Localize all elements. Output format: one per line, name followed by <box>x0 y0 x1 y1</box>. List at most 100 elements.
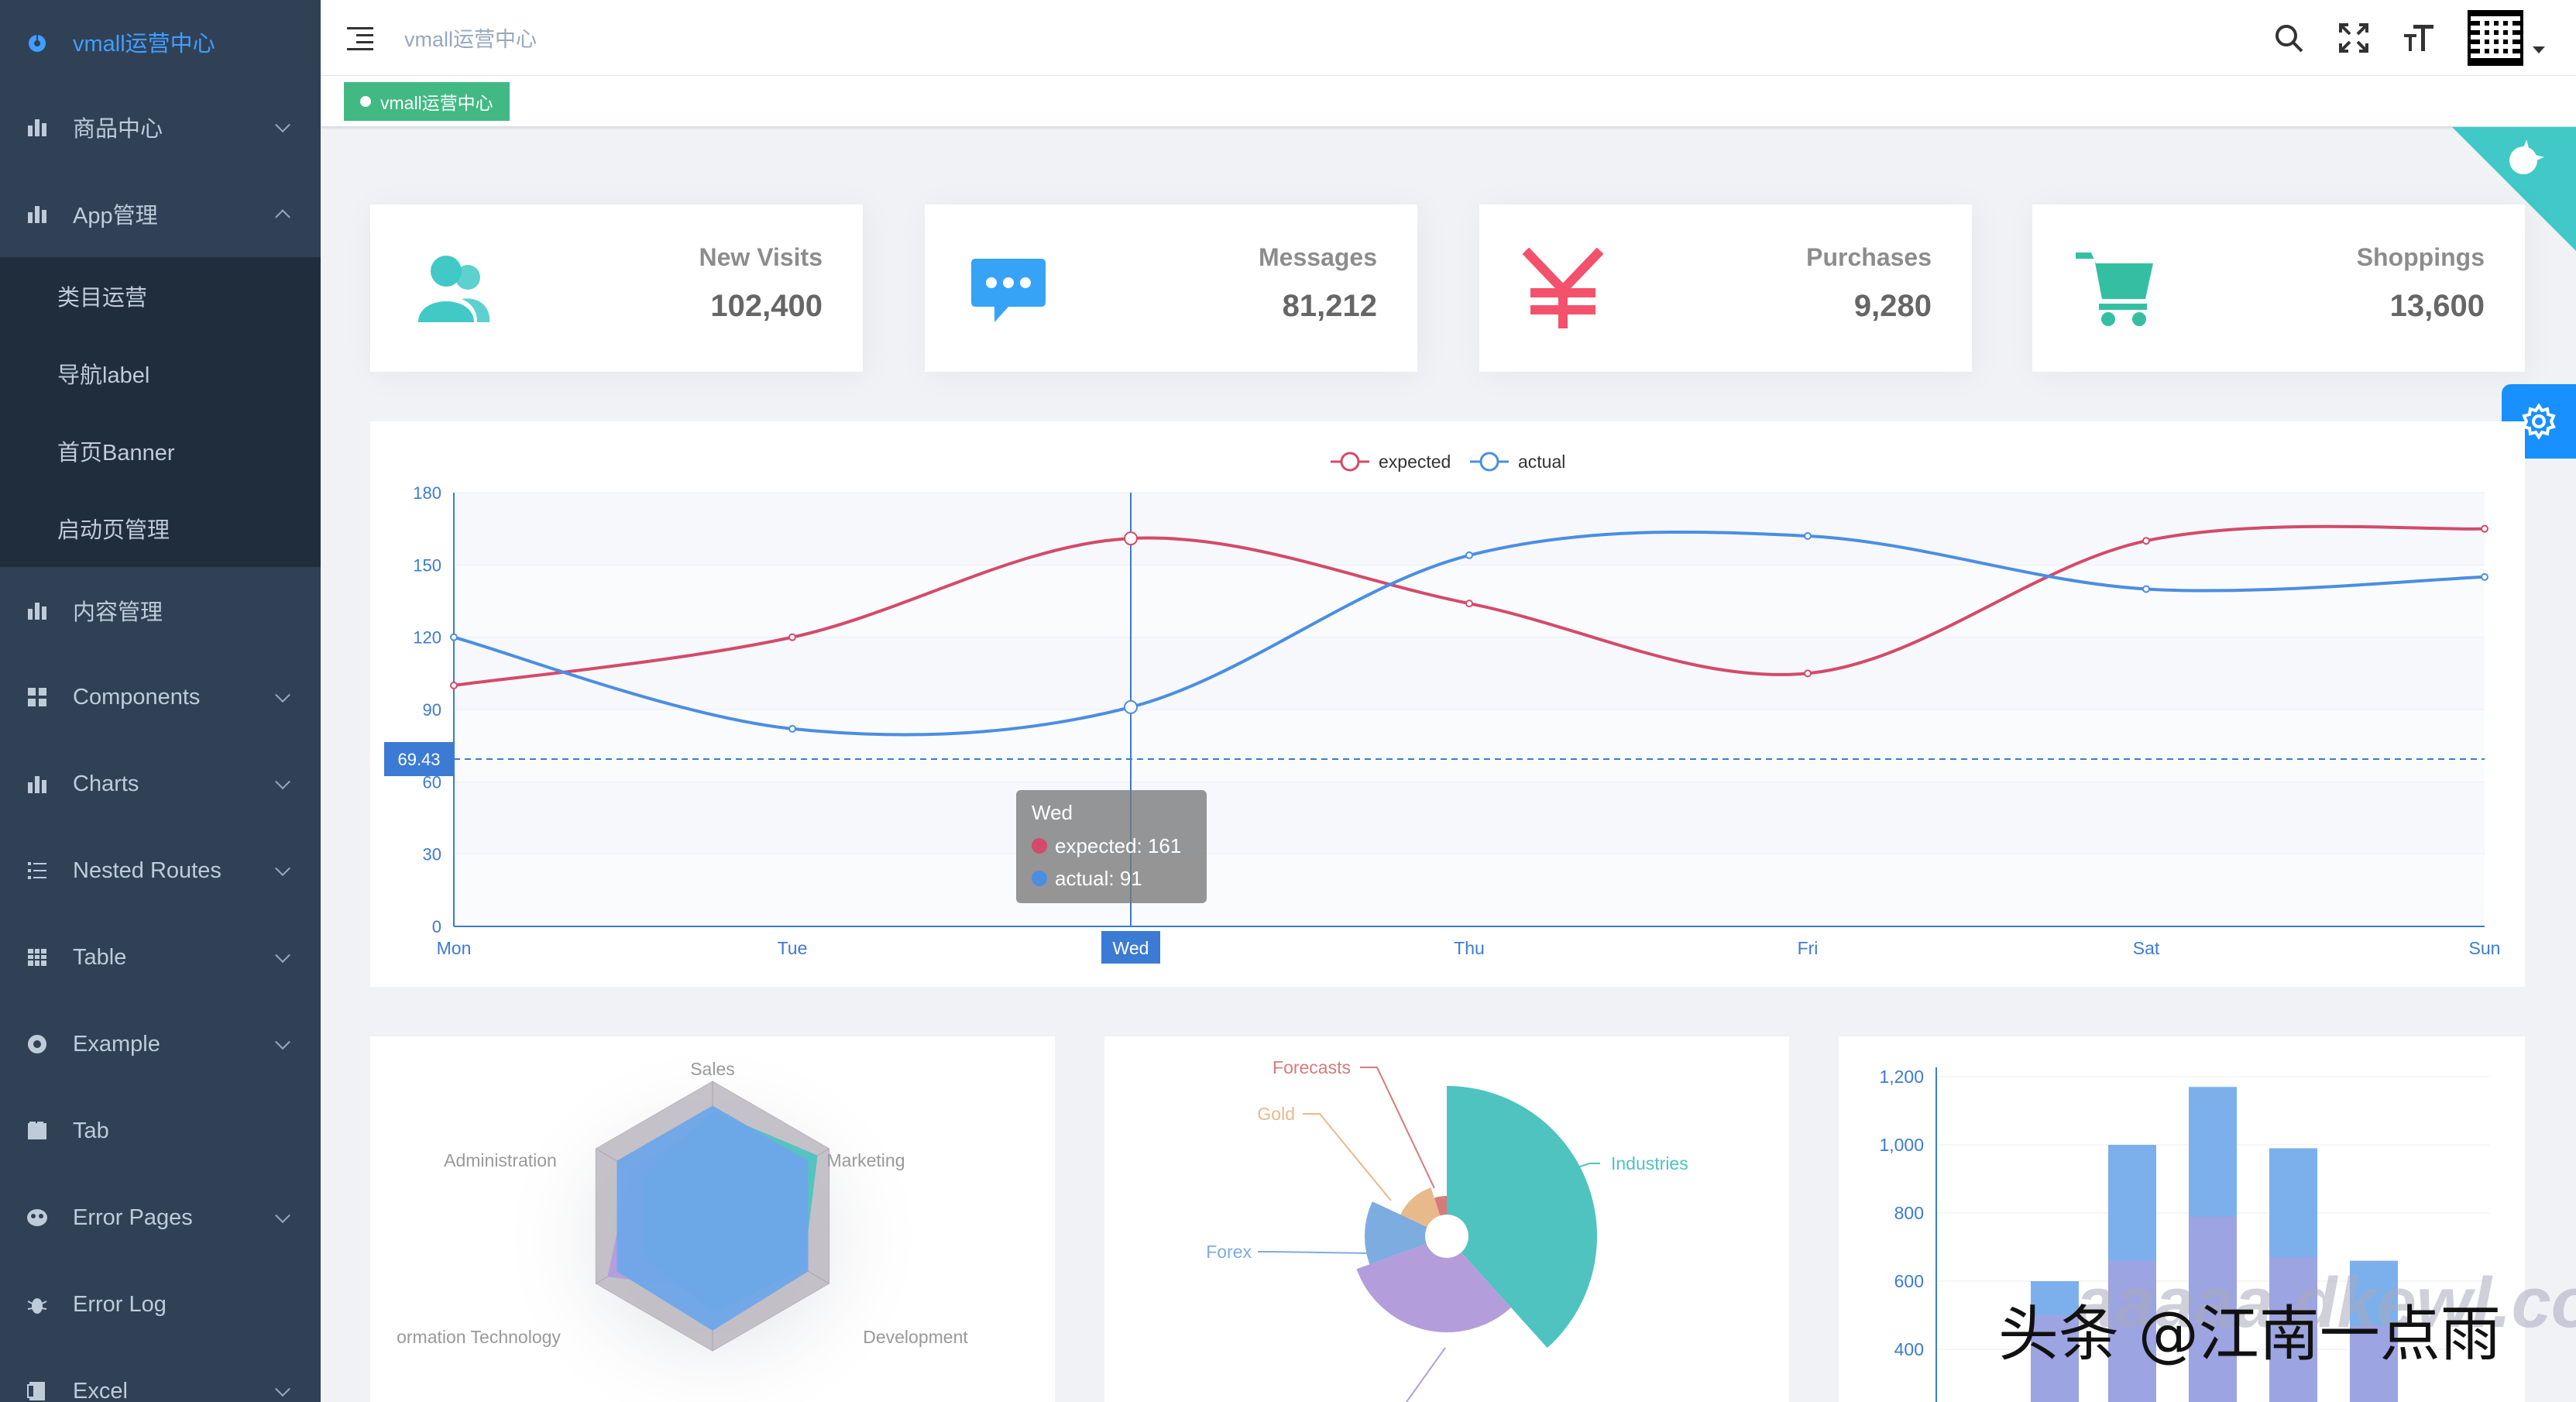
sidebar-item-9[interactable]: Error Pages <box>0 1174 321 1261</box>
radar-indicator-label: Sales <box>690 1059 735 1079</box>
tooltip-marker <box>1032 838 1047 854</box>
sidebar-item-1[interactable]: App管理 <box>0 170 321 257</box>
hamburger-icon[interactable] <box>347 26 373 50</box>
chevron-down-icon <box>275 947 290 964</box>
chevron-down-icon <box>275 1208 290 1224</box>
panel-new-visits[interactable]: New Visits 102,400 <box>370 204 863 372</box>
data-point <box>2142 585 2150 593</box>
bar-chart-icon <box>28 603 46 620</box>
submenu: 类目运营导航label 首页Banner 启动页管理 <box>0 257 321 567</box>
legend-item-actual: actual <box>1470 452 1565 472</box>
breadcrumb[interactable]: vmall运营中心 <box>404 28 538 51</box>
data-point <box>2481 524 2488 533</box>
sidebar-item-10[interactable]: Error Log <box>0 1261 321 1348</box>
sidebar-item-11[interactable]: Excel <box>0 1348 321 1402</box>
chevron-down-icon <box>275 1034 290 1050</box>
submenu-item[interactable]: 首页Banner <box>57 441 175 466</box>
sidebar-item-4[interactable]: Charts <box>0 741 321 827</box>
y-tick-label: 600 <box>1894 1271 1924 1291</box>
bug-icon <box>27 1298 47 1314</box>
font-size-icon[interactable] <box>2403 22 2435 54</box>
bar-chart-icon <box>28 776 46 793</box>
x-tick-label: Sun <box>2469 938 2501 958</box>
navbar: vmall运营中心 <box>321 0 2576 76</box>
sidebar-item-label: App管理 <box>73 204 158 229</box>
sidebar-item-label: Components <box>73 684 201 710</box>
bar-chart-card: 400 600 800 1,000 1,200 <box>1839 1036 2525 1402</box>
sidebar-item-5[interactable]: Nested Routes <box>0 827 321 914</box>
submenu-item[interactable]: 类目运营 <box>57 286 148 311</box>
bar-segment <box>2350 1325 2398 1402</box>
x-tick-label: Wed <box>1113 938 1149 958</box>
sidebar-item-dashboard[interactable]: vmall运营中心 <box>0 0 321 84</box>
bar-segment <box>2269 1257 2317 1402</box>
sidebar-item-label: Table <box>73 944 127 970</box>
radar-indicator-label: Development <box>863 1327 968 1347</box>
money-icon <box>1523 248 1603 328</box>
y-tick-label: 30 <box>423 845 441 864</box>
list-icon <box>28 862 46 879</box>
sidebar-item-label: 内容管理 <box>73 600 163 625</box>
sidebar-menu: 商品中心 App管理类目运营导航label 首页Banner 启动页管理内容管理 Com… <box>0 84 321 1402</box>
sidebar-item-8[interactable]: Tab <box>0 1088 321 1174</box>
search-icon[interactable] <box>2272 22 2305 54</box>
x-tick-label: Thu <box>1454 938 1485 958</box>
data-point <box>450 681 458 689</box>
fullscreen-icon[interactable] <box>2337 22 2370 54</box>
tooltip-title: Wed <box>1032 801 1073 824</box>
data-point <box>2142 537 2150 545</box>
data-point <box>1465 600 1473 608</box>
legend-marker <box>1340 452 1360 472</box>
y-tick-label: 180 <box>413 483 441 503</box>
y-tick-label: 120 <box>413 628 441 648</box>
data-point <box>1124 531 1138 546</box>
sidebar-item-7[interactable]: Example <box>0 1001 321 1088</box>
submenu-item[interactable]: 导航label <box>57 363 150 388</box>
pie-label: Industries <box>1611 1153 1688 1173</box>
github-corner-icon[interactable] <box>2452 127 2576 251</box>
caret-down-icon[interactable] <box>2533 46 2545 53</box>
avatar[interactable] <box>2468 10 2523 66</box>
data-point <box>1804 532 1812 540</box>
panel-shoppings[interactable]: Shoppings 13,600 <box>2032 204 2525 372</box>
tag-dashboard[interactable]: vmall运营中心 <box>344 82 510 121</box>
panel-messages[interactable]: Messages 81,212 <box>925 204 1417 372</box>
submenu-item[interactable]: 启动页管理 <box>57 518 170 543</box>
y-pointer-label: 69.43 <box>397 750 440 769</box>
y-tick-label: 90 <box>423 700 441 720</box>
pie-chart[interactable]: Industries Forecasts Gold Forex <box>1104 1036 1789 1402</box>
sidebar-item-3[interactable]: Components <box>0 654 321 741</box>
pie-label: Gold <box>1257 1104 1295 1124</box>
bar-segment <box>2031 1315 2079 1402</box>
data-point <box>788 633 796 641</box>
sidebar-item-6[interactable]: Table <box>0 914 321 1001</box>
tooltip: Wed expected: 161 actual: 91 <box>1016 790 1207 903</box>
y-tick-label: 1,200 <box>1879 1067 1924 1087</box>
tooltip-line: expected: 161 <box>1055 834 1181 857</box>
radar-indicator-label: Marketing <box>827 1150 905 1170</box>
example-icon <box>28 1035 46 1053</box>
sidebar-item-2[interactable]: 内容管理 <box>0 567 321 654</box>
tooltip-bg <box>1016 790 1207 903</box>
chevron-down-icon <box>275 774 290 790</box>
radar-chart[interactable]: Sales Marketing Development ormation Techno… <box>370 1036 1055 1402</box>
line-chart-card: 0 30 60 90 120 150 180 Mon Tue Wed Thu Fri Sat Sun 69.… <box>370 421 2525 987</box>
sidebar-item-0[interactable]: 商品中心 <box>0 84 321 170</box>
x-pointer-label-bg <box>1101 931 1160 964</box>
sidebar-item-label: Error Log <box>73 1291 167 1317</box>
pie-label: Forecasts <box>1273 1057 1351 1077</box>
bar-chart[interactable]: 400 600 800 1,000 1,200 <box>1839 1036 2525 1402</box>
panel-purchases[interactable]: Purchases 9,280 <box>1479 204 1972 372</box>
chevron-down-icon <box>275 687 290 703</box>
pie-slice-unlabeled <box>1356 1243 1511 1332</box>
data-point <box>788 724 796 733</box>
pie-label-line <box>1360 1067 1435 1189</box>
y-tick-label: 150 <box>413 555 441 575</box>
data-point <box>1465 551 1473 559</box>
message-icon <box>971 259 1046 322</box>
people-icon <box>418 256 490 322</box>
grid-icon <box>28 688 46 706</box>
chevron-down-icon <box>275 117 290 133</box>
y-pointer-label-bg <box>384 741 454 776</box>
